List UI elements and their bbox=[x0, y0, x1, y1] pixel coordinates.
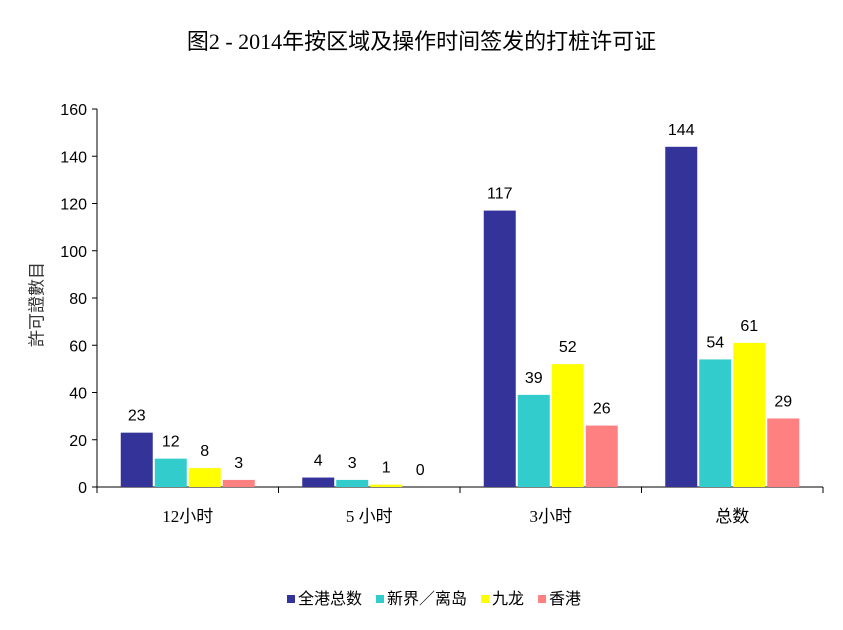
bar bbox=[222, 479, 255, 487]
data-label: 12 bbox=[162, 434, 180, 451]
y-tick-label: 100 bbox=[60, 244, 87, 261]
bar bbox=[551, 364, 584, 487]
bar bbox=[767, 418, 800, 487]
x-tick-label: 12小时 bbox=[162, 507, 213, 526]
bar bbox=[517, 394, 550, 487]
y-tick-label: 160 bbox=[60, 102, 87, 119]
bar bbox=[585, 425, 618, 487]
bar bbox=[120, 432, 153, 487]
legend-swatch bbox=[287, 595, 295, 603]
data-label: 39 bbox=[525, 370, 543, 387]
bar bbox=[154, 458, 187, 487]
data-label: 29 bbox=[774, 393, 792, 410]
legend-swatch bbox=[376, 595, 385, 603]
legend-label: 九龙 bbox=[492, 589, 524, 608]
data-label: 3 bbox=[348, 455, 357, 472]
legend-swatch bbox=[538, 595, 547, 603]
data-label: 61 bbox=[740, 318, 758, 335]
x-tick-label: 总数 bbox=[715, 507, 749, 526]
bar bbox=[699, 359, 732, 487]
bar bbox=[302, 477, 335, 487]
x-tick-label: 5 小时 bbox=[346, 507, 393, 526]
legend-label: 新界／离岛 bbox=[387, 589, 467, 608]
data-label: 3 bbox=[234, 455, 243, 472]
data-label: 117 bbox=[487, 186, 513, 203]
data-label: 1 bbox=[382, 460, 391, 477]
data-label: 26 bbox=[593, 401, 611, 418]
y-tick-label: 140 bbox=[60, 149, 87, 166]
legend-label: 全港总数 bbox=[298, 589, 362, 608]
y-tick-label: 20 bbox=[69, 433, 87, 450]
data-label: 4 bbox=[314, 453, 323, 470]
y-tick-label: 0 bbox=[78, 480, 87, 497]
legend-label: 香港 bbox=[549, 589, 581, 608]
y-tick-label: 60 bbox=[69, 338, 87, 355]
y-tick-label: 40 bbox=[69, 386, 87, 403]
bar bbox=[336, 479, 369, 487]
bar bbox=[483, 210, 516, 487]
data-label: 23 bbox=[128, 408, 146, 425]
data-label: 8 bbox=[200, 443, 209, 460]
bar bbox=[370, 484, 403, 487]
data-label: 144 bbox=[668, 122, 695, 139]
data-label: 52 bbox=[559, 339, 577, 356]
bar bbox=[733, 342, 766, 487]
chart-title: 图2 - 2014年按区域及操作时间签发的打桩许可证 bbox=[186, 29, 657, 54]
bar bbox=[188, 468, 221, 487]
x-tick-label: 3小时 bbox=[530, 507, 573, 526]
y-tick-label: 80 bbox=[69, 291, 87, 308]
data-label: 0 bbox=[416, 462, 425, 479]
y-tick-label: 120 bbox=[60, 197, 87, 214]
bar bbox=[665, 146, 698, 488]
data-label: 54 bbox=[706, 334, 724, 351]
legend-swatch bbox=[481, 595, 490, 603]
